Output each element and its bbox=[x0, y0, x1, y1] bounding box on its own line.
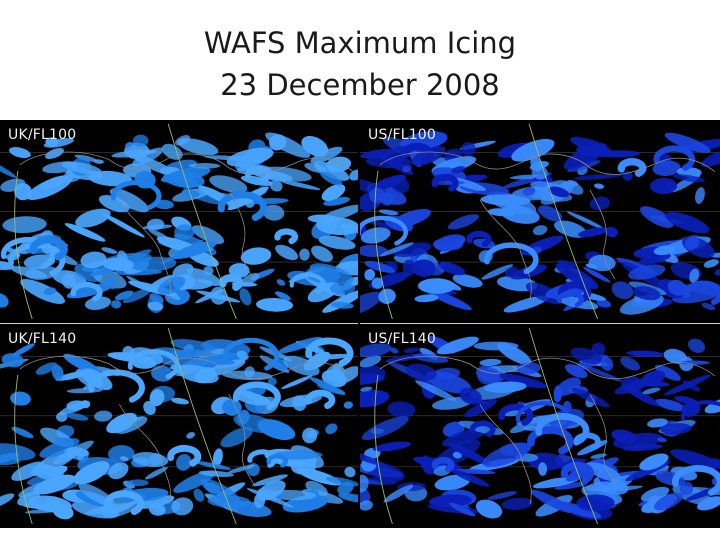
title-line-2: 23 December 2008 bbox=[220, 68, 500, 102]
panel-divider-vertical bbox=[358, 120, 360, 528]
map-panel-uk-fl100: UK/FL100 bbox=[0, 120, 358, 323]
panel-label: UK/FL140 bbox=[8, 331, 77, 347]
icing-map-graphic bbox=[0, 123, 358, 320]
panel-label: US/FL140 bbox=[368, 331, 437, 347]
map-panel-us-fl140: US/FL140 bbox=[360, 324, 720, 528]
icing-map-graphic bbox=[0, 327, 358, 525]
map-panel-us-fl100: US/FL100 bbox=[360, 120, 720, 323]
map-panel-uk-fl140: UK/FL140 bbox=[0, 324, 358, 528]
panel-label: UK/FL100 bbox=[8, 127, 77, 143]
panel-divider-horizontal bbox=[0, 323, 720, 324]
title-line-1: WAFS Maximum Icing bbox=[203, 26, 517, 60]
map-grid: UK/FL100 US/FL100 UK/FL140 US/FL140 bbox=[0, 120, 720, 528]
panel-label: US/FL100 bbox=[368, 127, 437, 143]
icing-map-graphic bbox=[360, 327, 720, 525]
slide-title: WAFS Maximum Icing 23 December 2008 bbox=[0, 22, 720, 106]
icing-map-graphic bbox=[360, 123, 720, 320]
